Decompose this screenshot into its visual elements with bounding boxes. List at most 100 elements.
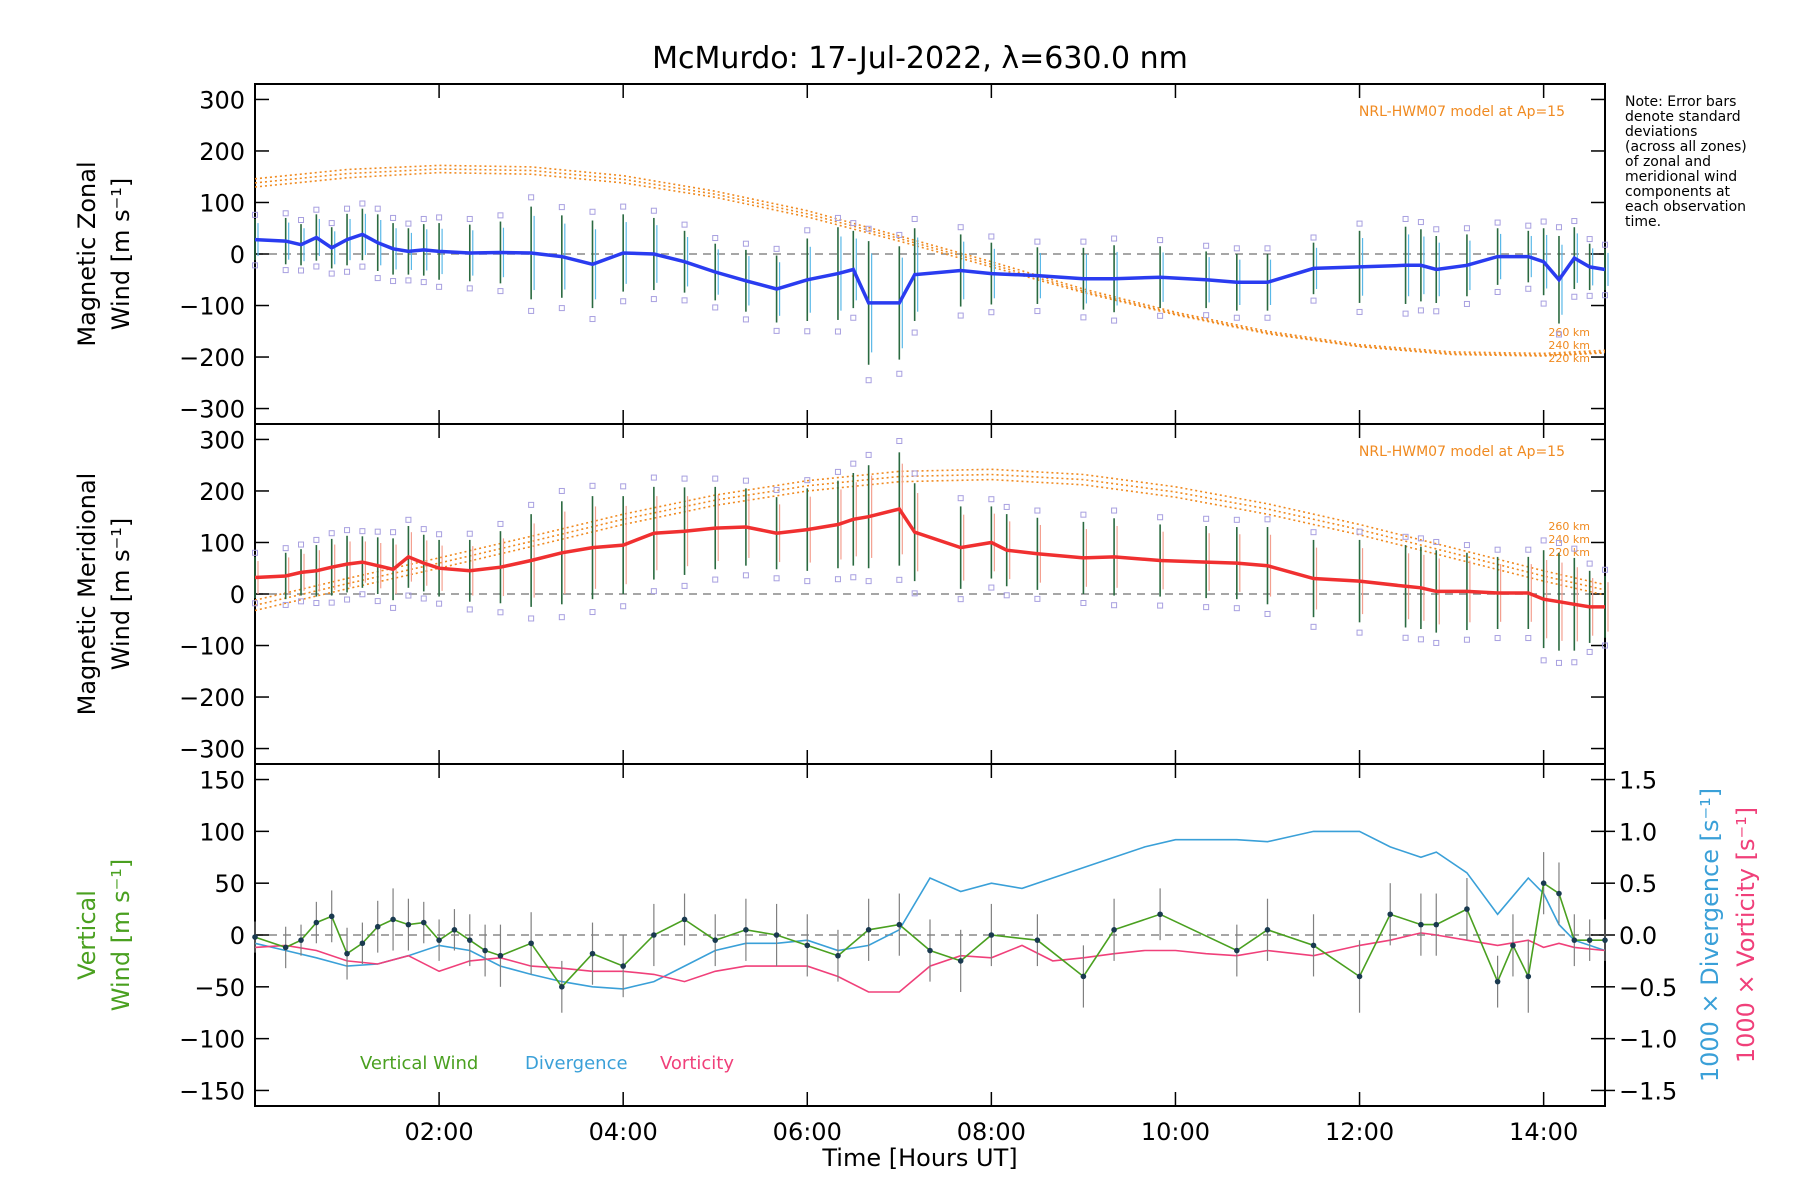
zone-sample bbox=[497, 212, 504, 219]
zone-sample bbox=[1494, 635, 1501, 642]
zone-sample bbox=[252, 262, 258, 269]
meridional-panel: 300 200 100 0 −100 −200 −300 Magnetic Meridiona… bbox=[73, 423, 1609, 765]
y-tick-label: −200 bbox=[179, 344, 245, 372]
zone-sample bbox=[466, 215, 473, 222]
zone-sample bbox=[1586, 560, 1593, 567]
model-altitude-label: 220 km bbox=[1548, 352, 1590, 365]
zone-sample bbox=[374, 275, 381, 282]
y-axis-label: Vertical bbox=[73, 890, 101, 980]
model-label: NRL-HWM07 model at Ap=15 bbox=[1359, 104, 1565, 120]
zonal-panel: 300 200 100 0 −100 −200 −300 Magnetic Zonal Wind… bbox=[73, 83, 1609, 425]
vertical-wind-point bbox=[1111, 927, 1117, 933]
zone-sample bbox=[911, 215, 918, 222]
y-tick-label: 100 bbox=[199, 818, 245, 846]
zone-sample bbox=[466, 285, 473, 292]
note-line: components at bbox=[1625, 184, 1731, 200]
zone-sample bbox=[804, 477, 811, 484]
zone-sample bbox=[1111, 507, 1118, 514]
zone-sample bbox=[1233, 314, 1240, 321]
vertical-wind-point bbox=[804, 942, 811, 949]
zone-sample bbox=[374, 598, 381, 605]
legend-entry: Vorticity bbox=[660, 1053, 734, 1074]
vertical-wind-point bbox=[313, 919, 320, 926]
zone-sample bbox=[865, 578, 872, 585]
zone-sample bbox=[359, 200, 366, 207]
zone-sample bbox=[528, 615, 535, 622]
zone-sample bbox=[1356, 308, 1363, 315]
zone-sample bbox=[742, 572, 749, 579]
zone-sample bbox=[1525, 635, 1532, 642]
y-tick-label: 50 bbox=[214, 870, 245, 898]
x-tick-label: 08:00 bbox=[957, 1118, 1026, 1146]
zone-sample bbox=[712, 304, 719, 311]
y-axis-label: Wind [m s⁻¹] bbox=[107, 859, 135, 1011]
zone-sample bbox=[436, 600, 443, 607]
zone-sample bbox=[620, 603, 627, 610]
zone-sample bbox=[1571, 659, 1578, 666]
zone-sample bbox=[1356, 528, 1363, 535]
zone-sample bbox=[988, 309, 995, 316]
zone-sample bbox=[1233, 605, 1240, 612]
zone-sample bbox=[1080, 511, 1087, 518]
zone-sample bbox=[558, 614, 565, 621]
zone-sample bbox=[681, 582, 688, 589]
zone-sample bbox=[850, 314, 857, 321]
zone-sample bbox=[1571, 218, 1578, 225]
zone-sample bbox=[528, 307, 535, 314]
vertical-wind-point bbox=[420, 919, 427, 926]
vertical-wind-point bbox=[1571, 937, 1578, 943]
zone-sample bbox=[589, 482, 596, 489]
vertical-wind-point bbox=[1387, 911, 1394, 918]
vertical-wind-point bbox=[1356, 973, 1363, 980]
zone-sample bbox=[1157, 514, 1164, 521]
zone-sample bbox=[804, 578, 811, 585]
zone-sample bbox=[1433, 308, 1440, 315]
vertical-wind-point bbox=[298, 937, 304, 943]
zone-sample bbox=[1571, 545, 1578, 552]
model-altitude-label: 240 km bbox=[1548, 533, 1590, 546]
vertical-wind-point bbox=[1540, 880, 1547, 886]
vertical-wind-point bbox=[497, 952, 504, 959]
zone-sample bbox=[282, 267, 289, 274]
x-tick-label: 14:00 bbox=[1509, 1118, 1578, 1146]
zone-sample bbox=[620, 298, 627, 305]
y-tick-label: −100 bbox=[179, 293, 245, 321]
vertical-wind-point bbox=[559, 984, 565, 990]
vertical-wind-point bbox=[1418, 921, 1424, 928]
zone-sample bbox=[390, 278, 397, 285]
zone-sample bbox=[497, 609, 504, 616]
zone-sample bbox=[1310, 623, 1317, 630]
zone-sample bbox=[1571, 293, 1578, 300]
zone-sample bbox=[834, 468, 841, 475]
vertical-wind-point bbox=[651, 932, 657, 938]
zone-sample bbox=[650, 296, 657, 303]
zone-sample bbox=[1203, 312, 1210, 319]
zone-sample bbox=[1233, 516, 1240, 523]
zone-sample bbox=[328, 530, 335, 537]
zone-sample bbox=[1525, 285, 1532, 292]
vertical-wind-point bbox=[681, 916, 688, 923]
zone-sample bbox=[252, 600, 258, 607]
y-tick-label: 200 bbox=[199, 478, 245, 506]
zone-sample bbox=[1233, 245, 1240, 252]
zone-sample bbox=[988, 233, 995, 240]
zone-sample bbox=[957, 224, 964, 231]
zone-sample bbox=[1034, 507, 1041, 514]
y-tick-label: 300 bbox=[199, 86, 245, 114]
zone-sample bbox=[742, 316, 749, 323]
vertical-wind-point bbox=[620, 963, 626, 969]
zone-sample bbox=[313, 263, 320, 270]
zone-sample bbox=[1602, 566, 1608, 573]
zone-sample bbox=[1402, 215, 1409, 222]
zone-sample bbox=[1157, 312, 1164, 319]
model-label: NRL-HWM07 model at Ap=15 bbox=[1359, 444, 1565, 460]
zone-sample bbox=[834, 576, 841, 583]
zone-sample bbox=[528, 501, 535, 508]
y2-tick-label: 1.0 bbox=[1619, 818, 1657, 846]
zone-sample bbox=[344, 596, 351, 603]
zone-sample bbox=[589, 316, 596, 323]
zone-sample bbox=[1080, 238, 1087, 245]
vertical-wind-point bbox=[344, 950, 350, 957]
zone-sample bbox=[896, 576, 903, 583]
